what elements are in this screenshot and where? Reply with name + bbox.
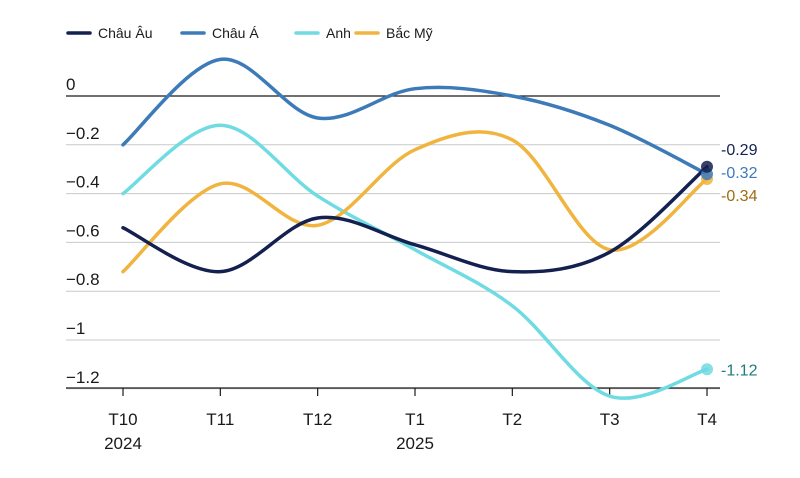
x-tick-label: T1 [405,410,425,429]
series-line [121,57,709,176]
y-tick-label: −0.2 [66,124,100,143]
x-tick-label: T11 [206,410,234,429]
x-tick-label: T2 [502,410,522,429]
y-tick-label: −1 [66,319,85,338]
x-tick-label: T10 [108,410,137,429]
series-end-marker [701,363,713,376]
end-value-label: -0.32 [721,165,758,182]
grid-lines [66,95,720,390]
end-markers [701,160,713,376]
series-line [121,123,709,400]
x-tick-label: T3 [600,410,620,429]
x-axis: T10 2024 T11 T12 T1 2025 T2 T3 T4 [66,387,720,453]
end-value-label: -0.34 [721,188,758,205]
x-year-label: 2024 [104,434,142,453]
legend-label: Châu Á [212,25,259,41]
y-tick-label: −0.8 [66,270,100,289]
legend-label: Anh [326,25,351,41]
end-value-label: -1.12 [721,362,758,379]
y-tick-label: 0 [66,75,75,94]
y-axis-tick-labels: 0 −0.2 −0.4 −0.6 −0.8 −1 −1.2 [66,75,100,387]
x-tick-label: T4 [697,410,717,429]
y-tick-label: −0.6 [66,221,100,240]
series-lines [121,57,709,400]
series-end-marker [701,160,713,173]
end-value-label: -0.29 [721,142,758,159]
legend: Châu Âu Châu Á Anh Bắc Mỹ [66,25,433,41]
end-value-labels: -0.29 -0.32 -1.12 -0.34 [721,142,758,379]
legend-label: Bắc Mỹ [386,25,433,41]
series-line [121,130,709,274]
y-tick-label: −1.2 [66,368,100,387]
x-year-label: 2025 [396,434,434,453]
series-line [121,165,709,274]
legend-label: Châu Âu [98,25,152,41]
y-tick-label: −0.4 [66,173,100,192]
x-tick-label: T12 [303,410,332,429]
